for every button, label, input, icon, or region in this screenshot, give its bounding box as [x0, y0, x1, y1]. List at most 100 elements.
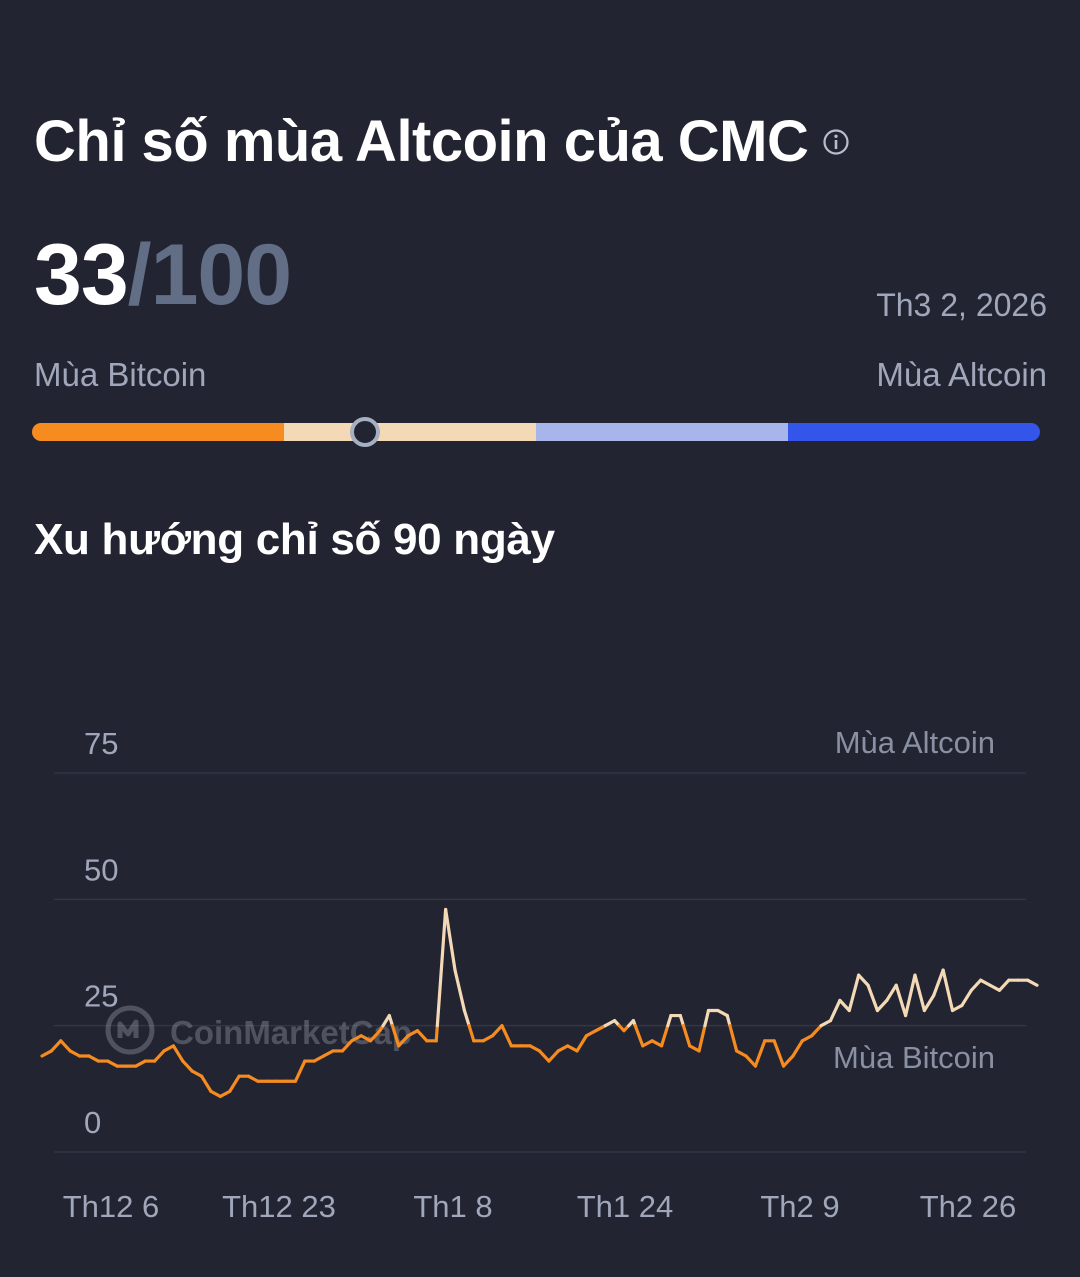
series-line-segment	[340, 1039, 354, 1053]
y-tick-label: 75	[84, 726, 118, 761]
series-line-segment	[68, 1049, 82, 1058]
series-line-segment	[528, 1044, 542, 1053]
x-tick-label: Th1 24	[577, 1189, 674, 1224]
series-line-segment	[153, 1049, 166, 1063]
watermark-text: CoinMarketCap	[170, 1014, 412, 1051]
series-line-segment	[913, 973, 926, 1013]
info-icon[interactable]	[822, 128, 850, 161]
series-line-segment	[59, 1039, 72, 1053]
score-date: Th3 2, 2026	[876, 287, 1047, 323]
index-score: 33/100	[34, 226, 292, 325]
series-line-segment	[753, 1039, 767, 1068]
series-line-segment	[735, 1049, 748, 1058]
series-line-segment	[997, 978, 1011, 992]
series-line-segment	[969, 978, 983, 992]
series-line-segment	[359, 1034, 373, 1043]
series-line-segment	[209, 1089, 222, 1099]
series-line-segment	[728, 1024, 739, 1053]
score-max: 100	[150, 227, 292, 323]
series-line-segment	[703, 1008, 711, 1028]
series-line-segment	[772, 1039, 786, 1068]
series-line-segment	[633, 1024, 645, 1048]
gauge-label-bitcoin: Mùa Bitcoin	[34, 356, 207, 393]
series-line-segment	[875, 998, 889, 1013]
series-line-segment	[397, 1034, 410, 1048]
series-line-segment	[659, 1024, 670, 1048]
gauge-segment-altcoin	[788, 423, 1040, 441]
series-line-segment	[87, 1054, 100, 1063]
series-line-segment	[903, 973, 917, 1018]
series-line-segment	[666, 1013, 673, 1028]
series-line-segment	[490, 1024, 504, 1038]
series-line-segment	[688, 1044, 701, 1053]
series-line-segment	[547, 1049, 560, 1063]
series-line-segment	[681, 1024, 692, 1048]
gauge-segment-neutral-low	[284, 423, 536, 441]
series-line-segment	[603, 1019, 617, 1028]
series-line-segment	[894, 983, 908, 1018]
zone-label-altcoin: Mùa Altcoin	[835, 725, 995, 760]
series-line-segment	[181, 1059, 194, 1073]
x-tick-label: Th12 6	[63, 1189, 160, 1224]
series-line-segment	[594, 1024, 607, 1033]
score-separator: /	[127, 227, 152, 323]
series-line-segment	[697, 1024, 707, 1053]
zone-label-bitcoin: Mùa Bitcoin	[833, 1040, 995, 1075]
series-line-segment	[810, 1024, 823, 1038]
series-line-segment	[500, 1024, 513, 1048]
series-line-segment	[950, 1003, 964, 1013]
series-line-segment	[566, 1044, 579, 1053]
series-line-segment	[781, 1054, 795, 1068]
series-line-segment	[716, 1008, 729, 1018]
series-line-segment	[641, 1039, 654, 1048]
series-line-segment	[134, 1059, 147, 1068]
series-line-segment	[828, 998, 842, 1023]
series-line-segment	[406, 1029, 420, 1038]
y-tick-label: 0	[84, 1105, 101, 1140]
season-gauge	[32, 423, 1040, 441]
gauge-segment-neutral-high	[536, 423, 788, 441]
series-line-segment	[575, 1034, 589, 1053]
coinmarketcap-logo-icon	[105, 1005, 155, 1055]
series-line-segment	[838, 998, 851, 1013]
series-line-segment	[819, 1019, 833, 1028]
series-line-segment	[847, 973, 861, 1013]
x-tick-label: Th12 23	[222, 1189, 336, 1224]
series-line-segment	[537, 1049, 551, 1063]
series-line-segment	[40, 1049, 53, 1058]
x-tick-label: Th2 26	[920, 1189, 1017, 1224]
series-line-segment	[106, 1059, 119, 1068]
series-line-segment	[885, 983, 898, 1002]
x-tick-label: Th1 8	[413, 1189, 492, 1224]
series-line-segment	[725, 1013, 732, 1028]
series-line-segment	[866, 983, 880, 1013]
series-line-segment	[368, 1029, 382, 1043]
series-line-segment	[584, 1029, 598, 1038]
series-line-segment	[293, 1059, 307, 1083]
series-line-segment	[462, 1008, 471, 1028]
series-line-segment	[415, 1029, 429, 1043]
series-line-segment	[678, 1013, 686, 1028]
series-line-segment	[744, 1054, 757, 1068]
series-line-segment	[857, 973, 870, 987]
trend-chart: CoinMarketCap 0 25 50 75 Mùa Altcoin Mùa Bit…	[40, 725, 1039, 1224]
y-tick-label: 25	[84, 979, 118, 1014]
series-line-segment	[453, 968, 467, 1013]
trend-title: Xu hướng chỉ số 90 ngày	[34, 515, 555, 564]
series-line-segment	[932, 968, 945, 997]
gauge-indicator	[349, 417, 380, 447]
series-line-segment	[979, 978, 992, 987]
gauge-segment-bitcoin	[32, 423, 284, 441]
title-row: Chỉ số mùa Altcoin của CMC	[34, 108, 850, 175]
score-value: 33	[34, 227, 129, 323]
series-line-segment	[171, 1044, 185, 1063]
series-line-segment	[312, 1054, 326, 1063]
series-line-segment	[481, 1034, 495, 1043]
series-line-segment	[435, 907, 448, 1028]
series-line-segment	[218, 1089, 232, 1099]
page-title: Chỉ số mùa Altcoin của CMC	[34, 109, 809, 174]
series-line-segment	[387, 1013, 395, 1028]
series-line-segment	[390, 1024, 401, 1048]
series-line-segment	[941, 968, 955, 1013]
series-line-segment	[988, 983, 1002, 992]
